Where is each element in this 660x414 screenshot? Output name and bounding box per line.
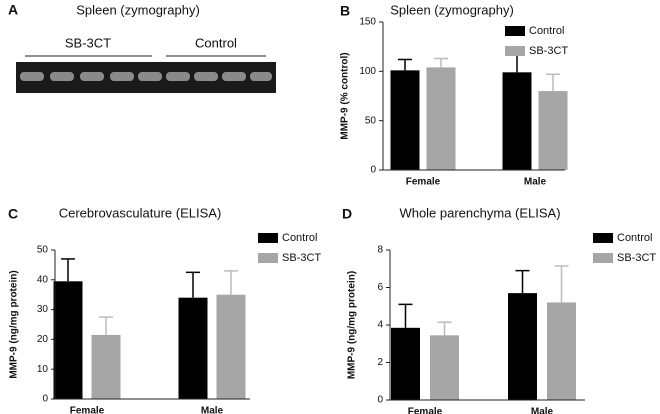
chart-title: Spleen (zymography): [390, 2, 514, 17]
x-tick-label: Male: [531, 407, 554, 414]
bar: [391, 327, 420, 400]
y-tick-label: 100: [359, 66, 376, 77]
legend-label: SB-3CT: [529, 45, 568, 57]
y-tick-label: 0: [42, 394, 48, 405]
group-label: SB-3CT: [65, 35, 111, 50]
y-tick-label: 4: [377, 320, 383, 331]
bar: [178, 297, 208, 399]
legend-label: Control: [282, 232, 317, 244]
panel-label: C: [8, 206, 18, 222]
y-tick-label: 0: [377, 395, 383, 406]
legend-swatch: [258, 253, 278, 263]
group-label: Control: [195, 35, 237, 50]
y-tick-label: 0: [370, 165, 376, 176]
y-tick-label: 30: [37, 304, 49, 315]
bar: [547, 302, 576, 400]
bar: [91, 334, 121, 399]
chart-title: Cerebrovasculature (ELISA): [59, 205, 222, 220]
x-tick-label: Female: [406, 177, 441, 188]
legend-label: Control: [529, 25, 564, 37]
bar: [508, 293, 537, 400]
y-tick-label: 2: [377, 357, 383, 368]
legend-swatch: [505, 46, 525, 56]
y-axis-label: MMP-9 (ng/mg protein): [9, 270, 20, 378]
y-tick-label: 10: [37, 364, 49, 375]
bar: [390, 70, 420, 170]
y-axis-label: MMP-9 (ng/mg protein): [347, 271, 358, 379]
y-axis-label: MMP-9 (% control): [340, 52, 351, 139]
legend-label: SB-3CT: [617, 252, 656, 264]
bar: [538, 91, 568, 170]
y-tick-label: 20: [37, 334, 49, 345]
y-tick-label: 50: [365, 115, 377, 126]
chart-title: Whole parenchyma (ELISA): [399, 205, 560, 220]
gel-panel: A Spleen (zymography) SB-3CT Control: [8, 2, 276, 93]
legend-swatch: [593, 233, 613, 243]
legend-label: Control: [617, 232, 652, 244]
x-tick-label: Female: [408, 407, 443, 414]
gel-bands: [20, 72, 272, 81]
x-tick-label: Male: [524, 177, 547, 188]
y-tick-label: 150: [359, 17, 376, 28]
legend-swatch: [258, 233, 278, 243]
y-tick-label: 8: [377, 245, 383, 256]
x-tick-label: Male: [201, 406, 224, 414]
legend-swatch: [505, 26, 525, 36]
bar: [426, 67, 456, 170]
bar: [53, 281, 83, 399]
panel-label: B: [340, 3, 350, 19]
panel-label: A: [8, 2, 18, 18]
gel-title: Spleen (zymography): [76, 2, 200, 17]
bar: [216, 294, 246, 399]
y-tick-label: 40: [37, 274, 49, 285]
bar: [502, 72, 532, 170]
x-tick-label: Female: [70, 406, 105, 414]
legend-swatch: [593, 253, 613, 263]
y-tick-label: 6: [377, 282, 383, 293]
legend-label: SB-3CT: [282, 252, 321, 264]
panel-label: D: [342, 206, 352, 222]
bar: [430, 335, 459, 400]
y-tick-label: 50: [37, 245, 49, 256]
